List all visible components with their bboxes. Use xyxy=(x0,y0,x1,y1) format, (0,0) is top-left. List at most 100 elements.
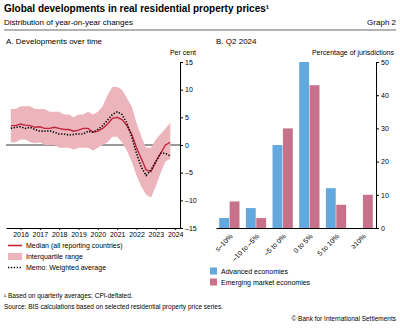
tick-mark xyxy=(376,62,379,63)
tick-mark xyxy=(180,200,183,201)
tick-label: 2016 xyxy=(13,231,29,238)
tick-mark xyxy=(59,228,60,230)
tick: 2017 xyxy=(33,228,49,238)
bar xyxy=(326,188,336,228)
x-axis: ≤–10%–10 to –5%–5 to 0%0 to 5%5 to 10% ≥1… xyxy=(213,228,376,262)
tick-label: ≤–10% xyxy=(213,232,233,252)
bar xyxy=(336,205,346,228)
legend-item: Median (all reporting countries) xyxy=(8,242,123,250)
legend-item: Emerging market economies xyxy=(210,279,311,288)
axis-title: Percentage of jurisdictions xyxy=(312,49,395,57)
legend-swatch xyxy=(210,268,217,275)
panel-title: A. Developments over time xyxy=(6,37,103,46)
tick-label: ≥10% xyxy=(350,232,368,250)
legend-swatch xyxy=(8,245,22,247)
tick-label: 2019 xyxy=(71,231,87,238)
tick: 2020 xyxy=(91,228,107,238)
tick-label: 2017 xyxy=(33,231,49,238)
tick: –15 xyxy=(180,225,197,232)
tick-mark xyxy=(79,228,80,230)
legend-item: Memo: Weighted average xyxy=(8,264,106,272)
legend-swatch xyxy=(8,267,22,269)
tick: –5 to 0% xyxy=(263,228,287,257)
tick-mark xyxy=(180,62,183,63)
tick-mark xyxy=(137,228,138,230)
line xyxy=(11,112,171,176)
tick-label: 2021 xyxy=(110,231,126,238)
tick-mark xyxy=(376,228,379,229)
legend-item: Interquartile range xyxy=(8,253,83,261)
tick: 30 xyxy=(376,125,389,132)
y-axis: 0 10 20 30 40 50 xyxy=(376,59,389,232)
tick-label: 2018 xyxy=(52,231,68,238)
axis-line xyxy=(217,228,377,229)
tick: 10 xyxy=(180,86,193,93)
legend-label: Interquartile range xyxy=(26,253,83,261)
tick-label: 50 xyxy=(381,59,389,66)
tick: ≤–10% xyxy=(213,228,233,253)
plot-area xyxy=(6,87,180,198)
tick-mark xyxy=(175,228,176,230)
tick: –10 xyxy=(180,197,197,204)
tick: 5 to 10% xyxy=(316,228,340,257)
bar xyxy=(256,218,266,228)
tick-mark xyxy=(21,228,22,230)
bar xyxy=(363,195,373,228)
tick-label: –5 xyxy=(185,169,193,176)
tick: 10 xyxy=(376,192,389,199)
tick: 0 to 5% xyxy=(292,228,314,254)
tick-label: 30 xyxy=(381,125,389,132)
footnote: ¹ Based on quarterly averages; CPI-defla… xyxy=(4,292,133,300)
tick-label: 0 xyxy=(185,142,189,149)
bar xyxy=(299,62,309,228)
legend-swatch xyxy=(8,253,22,260)
figure: Global developments in real residential … xyxy=(0,0,400,329)
tick: 0 xyxy=(180,142,189,149)
tick-label: 2024 xyxy=(168,231,184,238)
tick: 2022 xyxy=(129,228,145,238)
tick-label: 2020 xyxy=(91,231,107,238)
tick-label: 5 xyxy=(185,114,189,121)
tick-mark xyxy=(376,128,379,129)
legend-label: Median (all reporting countries) xyxy=(26,242,123,250)
bar xyxy=(273,145,283,228)
title: Global developments in real residential … xyxy=(4,3,270,14)
line xyxy=(11,117,171,171)
tick-mark xyxy=(180,173,183,174)
tick-mark xyxy=(180,117,183,118)
tick: ≥10% xyxy=(350,228,368,250)
copyright: © Bank for International Settlements xyxy=(291,315,396,322)
tick-label: –10 to –5% xyxy=(230,232,260,262)
tick: 0 xyxy=(376,225,385,232)
tick: 20 xyxy=(376,158,389,165)
tick-label: 5 to 10% xyxy=(316,232,340,256)
tick-mark xyxy=(98,228,99,230)
tick-label: –15 xyxy=(185,225,197,232)
tick-mark xyxy=(376,162,379,163)
bar xyxy=(219,218,229,228)
x-axis: 201620172018201920202021202220232024 xyxy=(7,228,184,238)
axis-title: Per cent xyxy=(170,49,196,56)
tick: –5 xyxy=(180,169,193,176)
tick-label: 40 xyxy=(381,92,389,99)
subtitle: Distribution of year-on-year changes xyxy=(4,18,133,27)
tick-mark xyxy=(180,90,183,91)
tick: 2019 xyxy=(71,228,87,238)
tick-mark xyxy=(376,95,379,96)
axis-line xyxy=(376,63,377,229)
tick-mark xyxy=(40,228,41,230)
tick-label: 20 xyxy=(381,158,389,165)
bar xyxy=(230,201,240,228)
tick: 40 xyxy=(376,92,389,99)
legend-label: Memo: Weighted average xyxy=(26,264,106,272)
tick: 15 xyxy=(180,59,193,66)
bar xyxy=(283,128,293,228)
tick-label: 15 xyxy=(185,59,193,66)
legend-label: Advanced economies xyxy=(221,268,288,275)
tick: 2021 xyxy=(110,228,126,238)
legend-item: Advanced economies xyxy=(210,268,288,276)
graph-label: Graph 2 xyxy=(367,18,396,27)
header-rule xyxy=(4,30,396,31)
legend-label: Emerging market economies xyxy=(221,279,311,287)
tick: 2018 xyxy=(52,228,68,238)
